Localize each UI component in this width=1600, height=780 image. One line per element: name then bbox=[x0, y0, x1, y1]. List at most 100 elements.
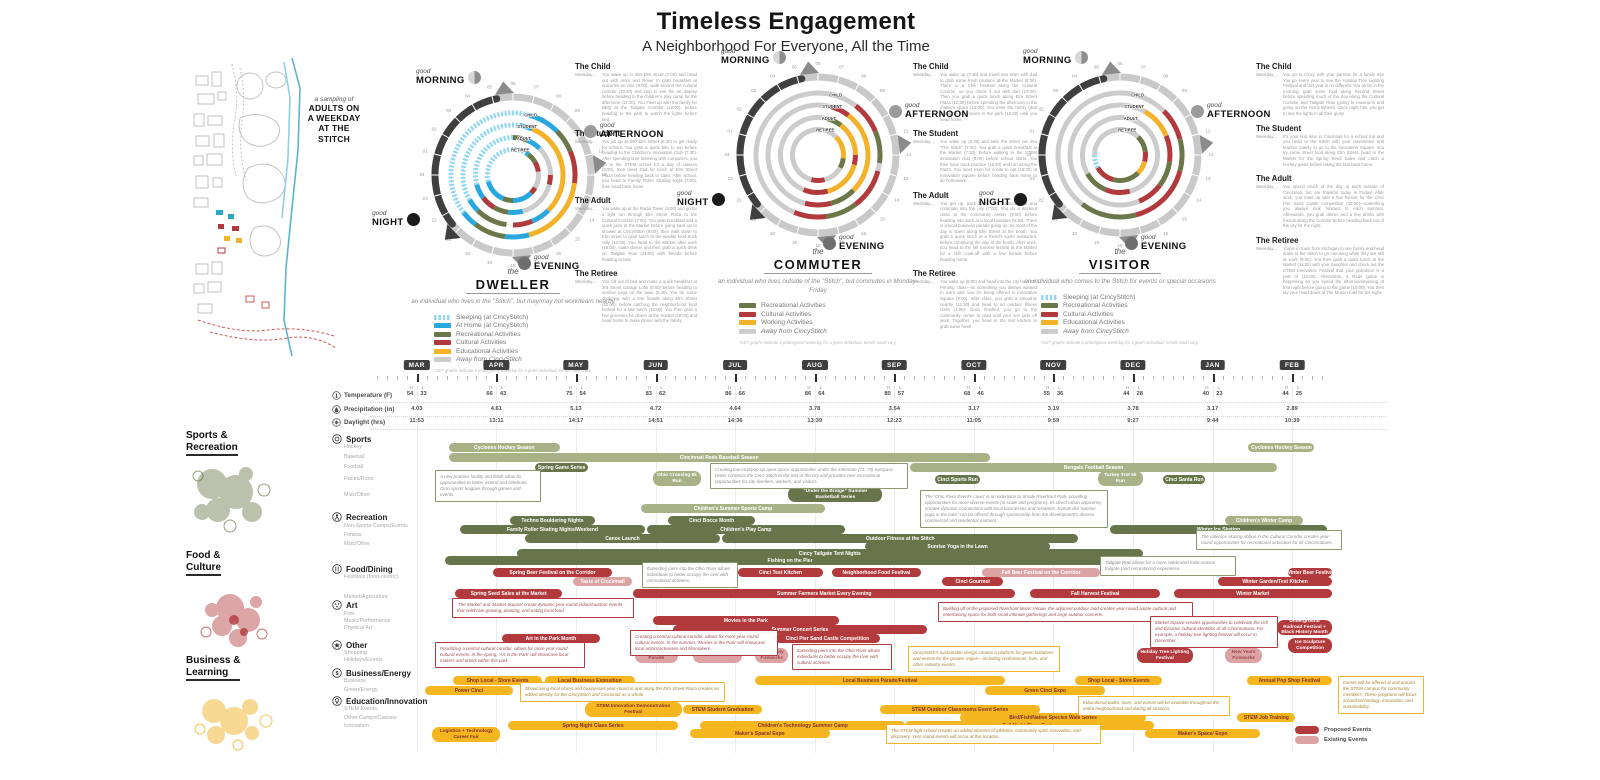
ruler-tick bbox=[1023, 376, 1025, 380]
section-sublabel: Non-Sports Camps/Events bbox=[344, 523, 408, 529]
ruler-tick bbox=[416, 374, 419, 382]
svg-text:13: 13 bbox=[1205, 176, 1211, 181]
temp-low: 23 bbox=[1216, 391, 1223, 397]
ruler-tick bbox=[556, 376, 558, 380]
section-header-food: Food/Dining bbox=[332, 564, 393, 574]
time-marker-night: good NIGHT bbox=[677, 190, 725, 208]
event-bar: Cinci Test Kitchen bbox=[737, 568, 824, 577]
event-bar: Cinci Sports Run bbox=[934, 475, 981, 484]
svg-text:18: 18 bbox=[510, 263, 516, 268]
svg-text:13: 13 bbox=[598, 196, 604, 201]
svg-text:11: 11 bbox=[1206, 129, 1211, 134]
event-bar: Fall Beer Festival on the Corridor bbox=[981, 568, 1101, 577]
category-title: Culture bbox=[186, 561, 221, 573]
svg-text:09: 09 bbox=[575, 108, 581, 113]
section-title: Recreation bbox=[346, 512, 388, 522]
svg-text:24: 24 bbox=[1026, 152, 1032, 157]
legend-swatch bbox=[434, 348, 451, 354]
persona-entry: The Adult Weekday.... You wake up at the R… bbox=[575, 196, 697, 262]
category-title: Business & bbox=[186, 655, 241, 666]
event-bar: Winter Market bbox=[1173, 589, 1332, 598]
temp-low: 62 bbox=[659, 391, 666, 397]
month-label: NOV bbox=[1040, 360, 1067, 370]
event-bar: Children's Technology Summer Camp bbox=[700, 721, 906, 730]
ruler-tick bbox=[436, 376, 438, 380]
section-sublabel: Football bbox=[344, 464, 364, 470]
svg-text:06: 06 bbox=[510, 81, 516, 86]
legend-swatch bbox=[739, 311, 756, 317]
event-bar: Bird/Fish/Native Species Walk Series bbox=[960, 713, 1146, 722]
legend-item: Away from CincyStitch bbox=[434, 356, 592, 363]
svg-text:02: 02 bbox=[432, 127, 438, 132]
legend-swatch bbox=[739, 303, 756, 308]
persona-heading: The Child bbox=[575, 62, 611, 71]
precipitation-value: 5.13 bbox=[570, 406, 582, 412]
temp-low: 66 bbox=[738, 391, 746, 397]
time-marker-morning: good MORNING bbox=[1023, 48, 1088, 66]
daylight-value: 11:05 bbox=[966, 418, 982, 424]
evening-moon-icon bbox=[1125, 236, 1138, 250]
callout-note: Extending piers into the Ohio River allo… bbox=[642, 562, 738, 589]
ruler-tick bbox=[496, 374, 499, 382]
ruler-tick bbox=[1202, 376, 1204, 380]
daylight-value: 14:51 bbox=[648, 418, 663, 424]
callout-note: Showcasing local stores and businesses y… bbox=[520, 682, 725, 703]
ruler-tick bbox=[377, 376, 378, 380]
event-bar: Spring Seed Sales at the Market bbox=[454, 589, 563, 598]
persona-day-label: Weekday.... bbox=[575, 139, 597, 145]
ruler-tick bbox=[1232, 376, 1234, 380]
time-marker-night: good NIGHT bbox=[979, 190, 1027, 208]
legend-swatch bbox=[434, 340, 451, 346]
daylight-value: 9:59 bbox=[1047, 418, 1060, 424]
ruler-tick bbox=[1162, 376, 1164, 380]
persona-heading: The Child bbox=[1256, 62, 1292, 71]
svg-text:02: 02 bbox=[737, 107, 743, 112]
event-timeline: MAR H L 54 33 4.03 11:53 APR H L 66 43 4.61 13:11 MAY H… bbox=[330, 358, 1424, 763]
persona-day-label: Weekday.... bbox=[913, 139, 935, 145]
daylight-value: 14:17 bbox=[568, 418, 584, 424]
svg-text:11: 11 bbox=[904, 129, 909, 134]
ruler-tick bbox=[695, 376, 697, 380]
ruler-tick bbox=[665, 376, 667, 380]
svg-text:11: 11 bbox=[599, 149, 604, 154]
ruler-tick bbox=[844, 376, 846, 380]
precipitation-value: 3.54 bbox=[888, 406, 900, 412]
precipitation-value: 4.03 bbox=[411, 406, 423, 412]
ruler-tick bbox=[406, 376, 408, 380]
svg-text:23: 23 bbox=[1030, 176, 1036, 181]
persona-heading: The Retiree bbox=[913, 269, 956, 279]
persona-day-label: Weekday.... bbox=[1256, 72, 1278, 77]
legend-swatch bbox=[1041, 311, 1058, 317]
page-title: Timeless Engagement bbox=[656, 8, 916, 35]
svg-text:01: 01 bbox=[1030, 129, 1036, 134]
event-bar: Summer Concert Series bbox=[673, 625, 927, 634]
callout-note: Creating a central cultural corridor, al… bbox=[630, 630, 778, 657]
category-title: Food & bbox=[186, 550, 221, 561]
row-separator bbox=[370, 402, 1386, 403]
ruler-tick bbox=[834, 376, 836, 380]
afternoon-moon-icon bbox=[1191, 104, 1204, 118]
section-sublabel: Baseball bbox=[344, 454, 365, 460]
persona-day-label: Weekday.... bbox=[1256, 245, 1278, 251]
wheel-commuter: good MORNING good AFTERNOON good EVENING good N… bbox=[677, 41, 968, 345]
map-caption-line: STITCH bbox=[318, 133, 350, 144]
ruler-tick bbox=[635, 376, 637, 380]
ruler-tick bbox=[1252, 376, 1254, 380]
temp-high: 44 bbox=[1282, 391, 1289, 397]
sun-icon bbox=[332, 418, 341, 427]
ruler-tick bbox=[1103, 376, 1105, 380]
morning-moon-icon bbox=[467, 70, 481, 84]
ruler-tick bbox=[1093, 376, 1095, 380]
section-title: Business/Energy bbox=[346, 668, 411, 678]
daylight-value: 12:23 bbox=[886, 418, 902, 424]
event-bar: Cincy Tailgate Tent Nights bbox=[517, 549, 1143, 558]
daylight-value: 9:27 bbox=[1127, 418, 1139, 424]
daylight-value: 14:36 bbox=[727, 418, 743, 424]
persona-story: You wake up (7:30) and travel into town … bbox=[940, 72, 1037, 122]
morning-moon-icon bbox=[1074, 50, 1088, 64]
wheel-footnote: *24/7 graphs indicate a prototypical wee… bbox=[1041, 339, 1199, 345]
section-header-sports: Sports bbox=[332, 434, 371, 444]
temp-high: 66 bbox=[486, 391, 493, 397]
event-bar: STEM Student Graduation bbox=[683, 705, 763, 714]
